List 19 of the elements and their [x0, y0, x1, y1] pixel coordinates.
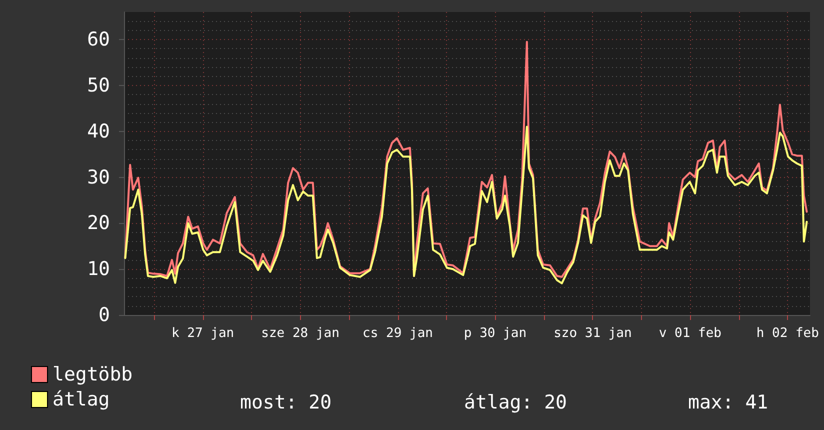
y-tick-label: 0	[98, 304, 110, 326]
x-tick-label: cs 29 jan	[362, 326, 433, 341]
legend-label: átlag	[52, 388, 110, 410]
x-tick-label: v 01 feb	[658, 326, 722, 341]
y-tick-label: 40	[87, 120, 110, 142]
y-tick-label: 20	[87, 212, 110, 234]
x-tick-label: sze 28 jan	[261, 326, 340, 341]
text: átlag: 20	[464, 392, 567, 414]
y-tick-label: 10	[87, 258, 110, 280]
text: max: 41	[688, 392, 768, 414]
text: most: 20	[240, 392, 332, 414]
y-tick-label: 30	[87, 166, 110, 188]
x-tick-label: szo 31 jan	[554, 326, 632, 341]
x-tick-label: h 02 feb	[756, 326, 820, 341]
y-tick-label: 50	[87, 74, 110, 96]
x-tick-label: p 30 jan	[464, 326, 527, 341]
y-tick-label: 60	[87, 28, 110, 51]
x-tick-label: k 27 jan	[171, 326, 234, 341]
legend-label: legtöbb	[52, 364, 133, 386]
